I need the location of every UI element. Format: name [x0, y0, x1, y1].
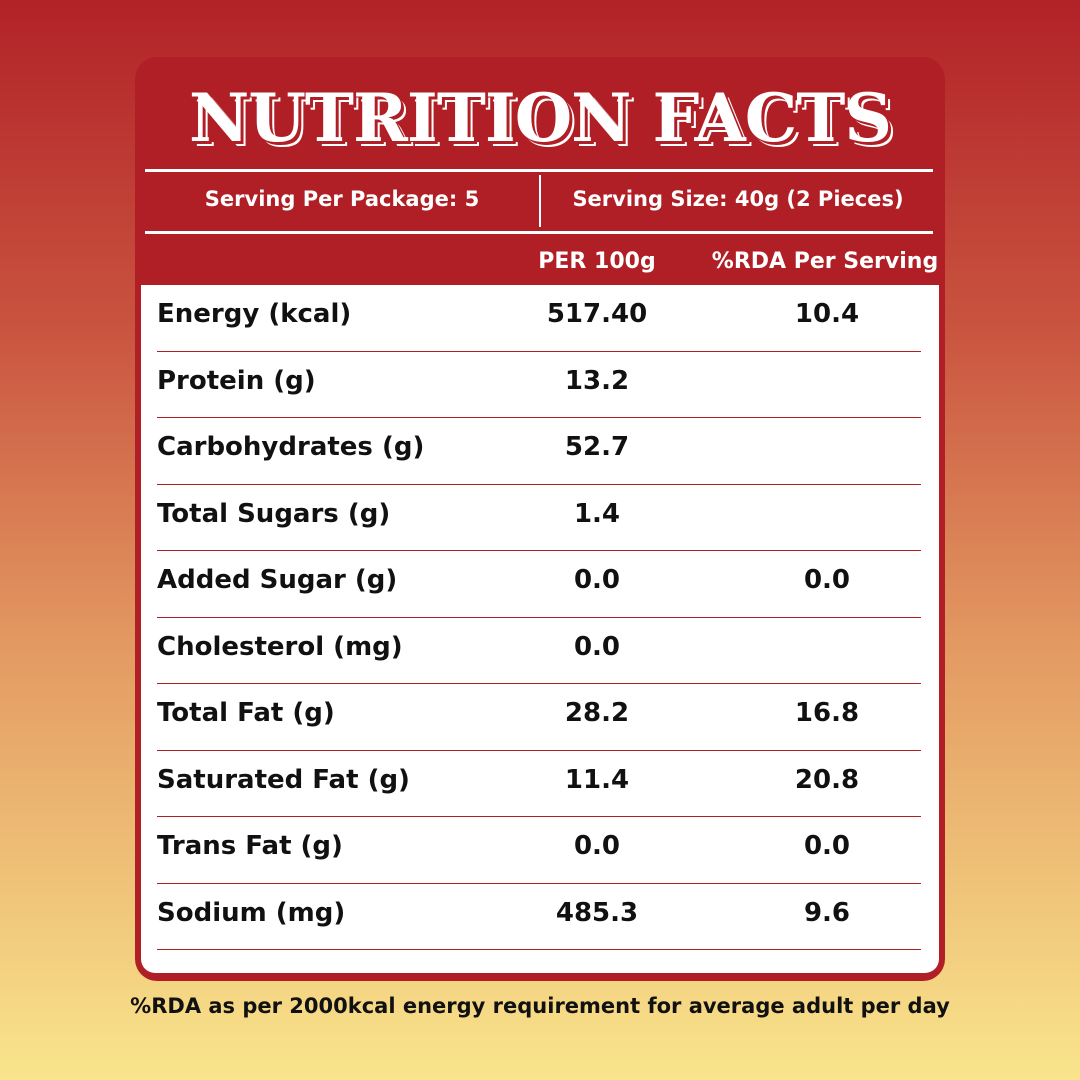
per-100g-value: 13.2: [564, 365, 630, 396]
table-row: Saturated Fat (g) 11.4 20.8: [157, 751, 921, 817]
per-100g-value: 28.2: [564, 698, 630, 728]
page-title: NUTRITION FACTS: [188, 79, 892, 157]
nutrition-card: NUTRITION FACTS Serving Per Package: 5 S…: [135, 57, 945, 981]
column-header-per-100g: PER 100g: [538, 249, 656, 274]
nutrient-label: Sodium (mg): [157, 897, 346, 928]
nutrient-label: Protein (g): [157, 365, 316, 396]
rda-value: 0.0: [803, 831, 851, 861]
per-100g-value: 52.7: [564, 432, 630, 462]
nutrient-label: Trans Fat (g): [157, 831, 343, 861]
per-100g-value: 11.4: [564, 764, 630, 795]
table-row: Trans Fat (g) 0.0 0.0: [157, 817, 921, 884]
serving-size: Serving Size: 40g (2 Pieces): [572, 187, 904, 211]
nutrient-label: Saturated Fat (g): [157, 764, 410, 795]
nutrient-label: Carbohydrates (g): [157, 432, 425, 462]
rda-value: 16.8: [794, 698, 860, 728]
table-row: Protein (g) 13.2: [157, 352, 921, 418]
serving-per-package: Serving Per Package: 5: [204, 187, 480, 211]
table-row: Energy (kcal) 517.40 10.4: [157, 285, 921, 352]
nutrient-label: Added Sugar (g): [157, 565, 398, 595]
nutrient-label: Cholesterol (mg): [157, 631, 403, 662]
table-row: Total Sugars (g) 1.4: [157, 485, 921, 551]
table-row: Cholesterol (mg) 0.0: [157, 618, 921, 684]
per-100g-value: 0.0: [573, 565, 621, 595]
nutrient-label: Total Fat (g): [157, 698, 335, 728]
nutrient-label: Energy (kcal): [157, 299, 352, 329]
per-100g-value: 1.4: [573, 498, 621, 529]
per-100g-value: 0.0: [573, 631, 621, 662]
divider: [539, 175, 541, 227]
rda-value: 0.0: [803, 565, 851, 595]
nutrition-table: Energy (kcal) 517.40 10.4 Protein (g) 13.2 Ca…: [141, 285, 939, 973]
footnote: %RDA as per 2000kcal energy requirement …: [130, 994, 950, 1018]
divider: [145, 231, 933, 234]
table-row: Added Sugar (g) 0.0 0.0: [157, 551, 921, 618]
table-row: Sodium (mg) 485.3 9.6: [157, 884, 921, 950]
table-row: Total Fat (g) 28.2 16.8: [157, 684, 921, 751]
per-100g-value: 0.0: [573, 831, 621, 861]
divider: [145, 169, 933, 172]
column-header-rda: %RDA Per Serving: [711, 249, 939, 274]
rda-value: 10.4: [794, 299, 860, 329]
nutrient-label: Total Sugars (g): [157, 498, 391, 529]
per-100g-value: 517.40: [546, 299, 648, 329]
rda-value: 20.8: [794, 764, 860, 795]
rda-value: 9.6: [803, 897, 851, 928]
per-100g-value: 485.3: [555, 897, 639, 928]
table-row: Carbohydrates (g) 52.7: [157, 418, 921, 485]
